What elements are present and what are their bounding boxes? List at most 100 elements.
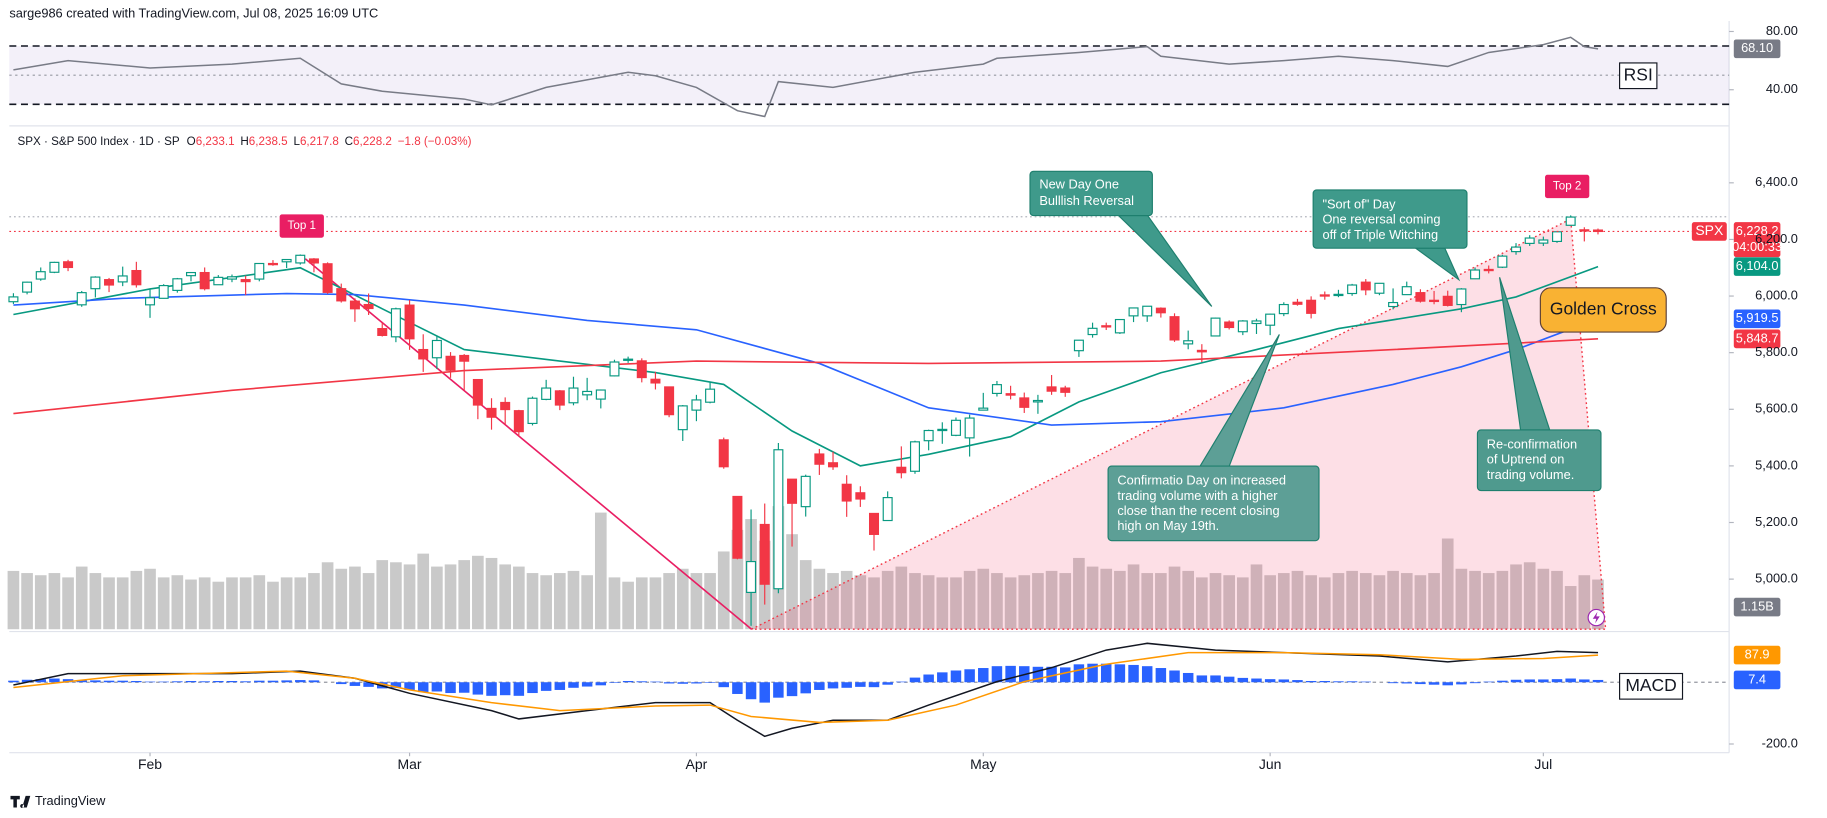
histogram-bar xyxy=(759,682,770,703)
volume-bar xyxy=(21,573,33,630)
histogram-bar xyxy=(622,680,634,683)
candle-body xyxy=(459,354,470,362)
volume-bar xyxy=(1032,573,1044,630)
candle-body xyxy=(909,441,920,472)
legend-key: O xyxy=(187,135,196,148)
candle-body xyxy=(664,386,675,416)
volume-bar xyxy=(1209,573,1222,630)
series xyxy=(8,36,1730,738)
volume-bar xyxy=(635,577,648,630)
candle-body xyxy=(855,492,866,500)
y-tick-label: 6,400.0 xyxy=(1755,174,1798,189)
volume-bar xyxy=(1469,570,1481,630)
histogram-bar xyxy=(1442,682,1453,686)
y-tick-label: 40.00 xyxy=(1766,81,1798,96)
volume-bar xyxy=(417,553,430,630)
histogram-bar xyxy=(1060,667,1071,683)
callout xyxy=(1312,189,1468,249)
volume-bar xyxy=(1318,577,1331,630)
price-label: 7.4 xyxy=(1748,671,1766,686)
histogram-bar xyxy=(1114,664,1126,683)
volume-bar xyxy=(212,581,225,630)
candle-body xyxy=(1442,295,1453,306)
volume-bar xyxy=(1482,573,1495,630)
histogram-bar xyxy=(896,681,907,683)
candle-body xyxy=(623,358,634,361)
candle-body xyxy=(991,384,1002,395)
price-label-box xyxy=(1733,309,1781,329)
histogram-bar xyxy=(1251,678,1262,683)
candle-body xyxy=(172,278,183,291)
histogram-bar xyxy=(1510,679,1522,683)
legend-value: 6,233.1 xyxy=(196,135,235,148)
price-label-box xyxy=(1733,670,1781,690)
volume-bar xyxy=(608,577,621,630)
histogram-bar xyxy=(1305,680,1317,683)
volume-bar xyxy=(1264,575,1276,630)
candle-body xyxy=(472,378,483,406)
candle-body xyxy=(1347,284,1358,295)
volume-bar xyxy=(854,575,867,630)
volume-bar xyxy=(226,577,238,630)
callout xyxy=(1107,465,1320,542)
histogram-bar xyxy=(417,682,429,693)
y-tick-label: 5,200.0 xyxy=(1755,514,1798,529)
volume-bar xyxy=(1537,568,1550,630)
x-tick-label: May xyxy=(970,756,996,772)
histogram-bar xyxy=(909,677,921,683)
histogram-bar xyxy=(472,682,484,695)
histogram-bar xyxy=(1100,663,1112,683)
histogram-bar xyxy=(1196,675,1208,683)
candle-body xyxy=(500,401,511,411)
credit: sarge986 created with TradingView.com, J… xyxy=(9,5,378,20)
symbol-tag: SPX xyxy=(1695,222,1724,238)
histogram-bar xyxy=(1387,682,1399,684)
volume-bar xyxy=(239,577,252,630)
volume-bar xyxy=(1155,573,1167,630)
histogram-bar xyxy=(390,682,402,688)
candle-body xyxy=(418,348,429,360)
candle-body xyxy=(1524,237,1535,244)
candle-body xyxy=(746,560,757,594)
candle-body xyxy=(1114,318,1125,334)
histogram-bar xyxy=(868,682,880,688)
logo xyxy=(10,795,31,808)
histogram-bar xyxy=(527,682,538,694)
callout xyxy=(1476,429,1602,492)
candle-body xyxy=(1278,303,1289,315)
volume-bar xyxy=(1182,570,1195,630)
series-line xyxy=(13,36,1599,118)
volume-bar xyxy=(75,566,88,630)
candle-body xyxy=(582,390,593,396)
candle-body xyxy=(1579,229,1590,232)
volume-bar xyxy=(704,573,716,630)
histogram-bar xyxy=(486,682,497,696)
brand: TradingView xyxy=(35,793,106,808)
volume-bar xyxy=(321,562,334,630)
candle-body xyxy=(349,300,360,310)
volume-bar xyxy=(1346,570,1358,630)
volume-bar xyxy=(1414,575,1427,630)
candle-body xyxy=(1538,239,1549,244)
histogram-bar xyxy=(445,682,456,694)
price-label: 5,848.7 xyxy=(1736,330,1779,345)
volume-bar xyxy=(1455,568,1468,630)
candle-body xyxy=(226,276,237,280)
histogram-bar xyxy=(800,682,811,694)
candle-body xyxy=(213,276,224,286)
top-label-box xyxy=(1545,174,1590,199)
volume-bar xyxy=(308,573,320,630)
candle-body xyxy=(1319,294,1330,297)
volume-bar xyxy=(472,555,484,630)
histogram-bar xyxy=(882,682,893,685)
histogram-bar xyxy=(786,682,798,697)
callout-text: Bulllish Reversal xyxy=(1039,193,1134,208)
x-tick-label: Jul xyxy=(1534,756,1552,772)
volume-bar xyxy=(1086,566,1099,630)
volume-bar xyxy=(362,573,375,630)
volume-bar xyxy=(1045,570,1058,630)
volume-bar xyxy=(813,568,826,630)
histogram-bar xyxy=(431,682,443,692)
volume-bar xyxy=(540,575,552,630)
